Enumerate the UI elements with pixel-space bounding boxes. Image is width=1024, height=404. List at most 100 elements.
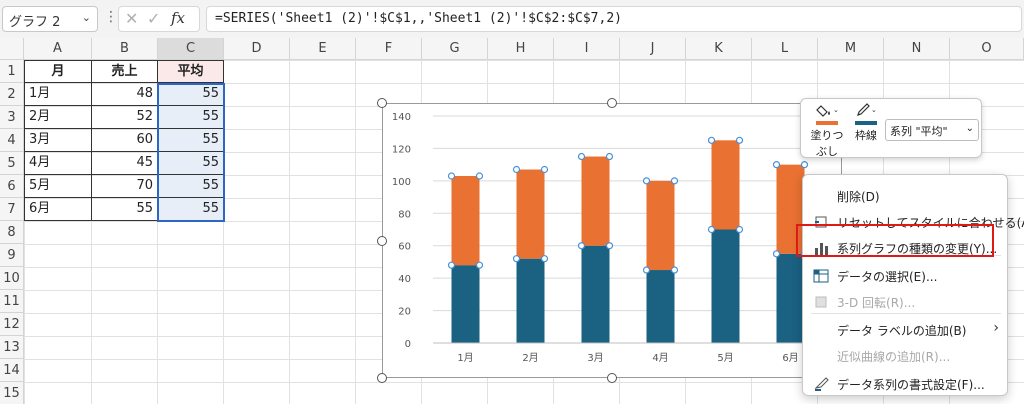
outline-button[interactable]: ⌄ 枠線 [849,103,883,143]
selection-marker[interactable] [605,242,614,250]
bar-series-1-4[interactable] [646,270,675,343]
row-header-12[interactable]: 12 [0,313,24,336]
table-cell[interactable]: 55 [158,83,224,106]
series-select[interactable]: 系列 "平均" ⌄ [885,119,979,141]
menu-item-reset-style[interactable]: リセットしてスタイルに合わせる(A) [803,209,1024,235]
menu-item-add-data-labels[interactable]: データ ラベルの追加(B) › [803,317,1009,343]
menu-item-change-series-chart-type[interactable]: 系列グラフの種類の変更(Y)... [803,235,1009,261]
selection-marker[interactable] [540,255,549,263]
table-cell[interactable]: 4月 [24,152,92,175]
table-cell[interactable]: 55 [158,106,224,129]
table-cell[interactable]: 55 [158,129,224,152]
selection-marker[interactable] [447,261,456,269]
bar-series-1-3[interactable] [581,245,610,343]
bar-series-1-2[interactable] [516,258,545,343]
table-cell[interactable]: 6月 [24,198,92,221]
chart-resize-handle[interactable] [607,98,617,108]
row-header-11[interactable]: 11 [0,290,24,313]
row-header-13[interactable]: 13 [0,336,24,359]
table-cell[interactable]: 48 [92,83,158,106]
table-cell[interactable]: 70 [92,175,158,198]
column-header-e[interactable]: E [290,38,356,60]
table-cell[interactable]: 52 [92,106,158,129]
table-cell[interactable]: 3月 [24,129,92,152]
selection-marker[interactable] [800,161,809,169]
column-header-i[interactable]: I [554,38,620,60]
bar-series-2-6[interactable] [776,164,805,254]
column-header-d[interactable]: D [224,38,290,60]
selection-marker[interactable] [577,152,586,161]
selection-marker[interactable] [670,177,679,185]
bar-series-1-5[interactable] [711,229,740,344]
row-header-10[interactable]: 10 [0,267,24,290]
bar-series-2-5[interactable] [711,140,740,230]
chart-object[interactable]: 0 20 40 60 80 100 120 140 1月 2月 3月 4月 5月 6月 [382,103,842,378]
chevron-down-icon[interactable]: ⌄ [81,11,91,24]
selection-marker[interactable] [512,165,521,174]
row-header-8[interactable]: 8 [0,221,24,244]
chart-resize-handle[interactable] [377,98,387,108]
menu-item-format-data-series[interactable]: データ系列の書式設定(F)... [803,371,1009,397]
selection-marker[interactable] [772,161,781,169]
row-header-2[interactable]: 2 [0,83,24,106]
table-cell[interactable]: 60 [92,129,158,152]
selection-marker[interactable] [707,225,716,234]
formula-input[interactable]: =SERIES('Sheet1 (2)'!$C$1,,'Sheet1 (2)'!… [206,6,1022,32]
selection-marker[interactable] [670,266,679,274]
column-header-m[interactable]: M [818,38,884,60]
selection-marker[interactable] [707,136,716,144]
selection-marker[interactable] [642,266,651,274]
fill-button[interactable]: ⌄ 塗りつ ぶし [807,103,847,159]
table-cell[interactable]: 55 [92,198,158,221]
bar-series-2-3[interactable] [581,156,610,246]
selection-marker[interactable] [577,242,586,250]
selection-marker[interactable] [512,255,521,263]
bar-series-1-1[interactable] [451,265,480,343]
column-header-l[interactable]: L [752,38,818,60]
column-header-n[interactable]: N [884,38,950,60]
row-header-7[interactable]: 7 [0,198,24,221]
row-header-15[interactable]: 15 [0,382,24,404]
selection-marker[interactable] [475,261,484,269]
selection-marker[interactable] [735,225,744,234]
selection-marker[interactable] [605,152,614,161]
cancel-icon[interactable]: ✕ [125,9,139,28]
selection-marker[interactable] [642,177,651,185]
table-cell[interactable]: 5月 [24,175,92,198]
selection-marker[interactable] [772,250,781,258]
table-cell[interactable]: 1月 [24,83,92,106]
row-header-1[interactable]: 1 [0,60,24,83]
menu-item-select-data[interactable]: データの選択(E)... [803,263,1009,289]
table-cell[interactable]: 55 [158,152,224,175]
column-header-a[interactable]: A [24,38,92,60]
row-header-14[interactable]: 14 [0,359,24,382]
header-cell[interactable]: 売上 [92,60,158,83]
column-header-j[interactable]: J [620,38,686,60]
select-all-corner[interactable] [0,38,24,60]
chart-resize-handle[interactable] [377,373,387,383]
header-cell[interactable]: 月 [24,60,92,83]
table-cell[interactable]: 55 [158,175,224,198]
check-icon[interactable]: ✓ [147,9,161,28]
column-header-o[interactable]: O [950,38,1024,60]
menu-item-delete[interactable]: 削除(D) [803,183,1009,209]
chart-plot[interactable]: 0 20 40 60 80 100 120 140 1月 2月 3月 4月 5月 6月 [383,104,843,379]
column-header-h[interactable]: H [488,38,554,60]
selection-marker[interactable] [735,136,744,144]
bar-series-2-2[interactable] [516,169,545,259]
column-header-g[interactable]: G [422,38,488,60]
table-cell[interactable]: 2月 [24,106,92,129]
table-cell[interactable]: 55 [158,198,224,221]
bar-series-2-4[interactable] [646,180,675,271]
name-box[interactable]: グラフ 2 ⌄ [2,6,98,32]
header-cell[interactable]: 平均 [158,60,224,83]
selection-marker[interactable] [540,165,549,174]
column-header-f[interactable]: F [356,38,422,60]
bar-series-2-1[interactable] [451,175,480,266]
column-header-k[interactable]: K [686,38,752,60]
row-header-6[interactable]: 6 [0,175,24,198]
row-header-9[interactable]: 9 [0,244,24,267]
chart-resize-handle[interactable] [607,373,617,383]
chart-resize-handle[interactable] [377,236,387,246]
selection-marker[interactable] [447,172,456,180]
